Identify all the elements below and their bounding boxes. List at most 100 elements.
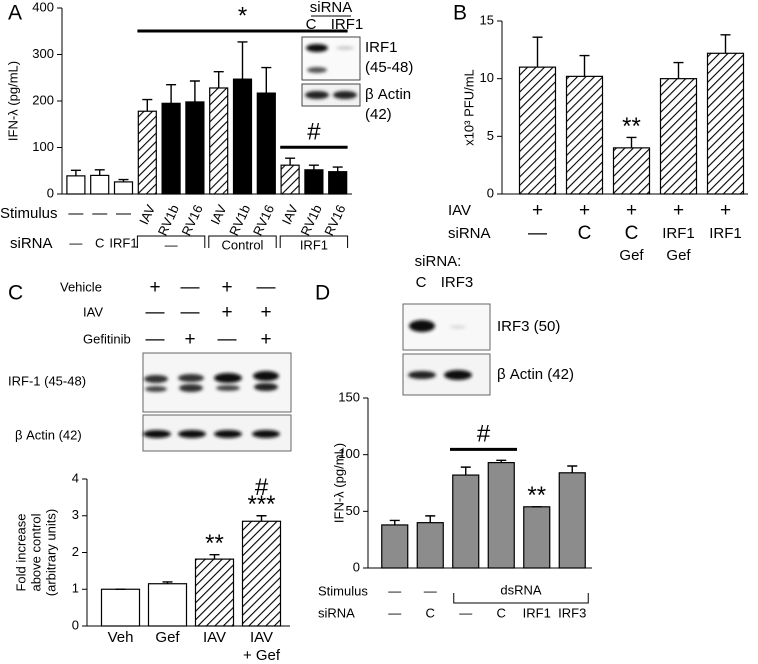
y-tick-label: 3 bbox=[72, 507, 79, 522]
significance-mark: ** bbox=[527, 482, 546, 509]
y-tick-label: 0 bbox=[353, 559, 360, 574]
blot-lane: C bbox=[416, 274, 427, 291]
error-bar bbox=[626, 136, 637, 148]
panel-label: B bbox=[453, 2, 467, 25]
error-bar bbox=[70, 169, 81, 176]
significance-mark: * bbox=[238, 2, 247, 29]
x-tick-label: Gef bbox=[155, 629, 180, 646]
panel-label: D bbox=[315, 282, 330, 305]
bar bbox=[304, 169, 324, 195]
row-label: Stimulus bbox=[0, 205, 58, 222]
y-axis-label: above control bbox=[28, 513, 43, 591]
row-value: — bbox=[181, 277, 200, 298]
bar bbox=[113, 181, 134, 195]
significance-mark: # bbox=[307, 119, 321, 146]
x-tick-label: RV1b bbox=[297, 202, 324, 238]
significance-mark: *** bbox=[247, 491, 275, 518]
blot-band-label: β Actin (42) bbox=[15, 427, 82, 442]
error-bar bbox=[285, 157, 296, 166]
y-tick-label: 0 bbox=[72, 617, 79, 632]
row-value: + bbox=[221, 302, 232, 323]
y-tick-label: 400 bbox=[32, 0, 54, 14]
row-label: siRNA bbox=[10, 235, 53, 252]
row-value: + bbox=[184, 329, 195, 350]
row-value: — bbox=[528, 223, 547, 244]
row-value: — bbox=[257, 277, 276, 298]
x-tick-label: Veh bbox=[108, 629, 134, 646]
blot-band-label: IRF-1 (45-48) bbox=[8, 373, 86, 388]
y-tick-label: 0 bbox=[487, 185, 494, 200]
y-tick-label: 1 bbox=[72, 581, 79, 596]
x-tick-label: — bbox=[116, 205, 131, 222]
row-label: Gefitinib bbox=[83, 331, 131, 346]
x-tick-label: — bbox=[68, 205, 83, 222]
significance-mark: ** bbox=[622, 113, 641, 140]
error-bar bbox=[532, 36, 543, 68]
row-value: — bbox=[146, 302, 165, 323]
blot-band-label: β Actin (42) bbox=[497, 366, 574, 383]
x-tick-label: IRF3 bbox=[558, 605, 586, 620]
y-tick-label: 0 bbox=[47, 185, 54, 200]
bar bbox=[487, 462, 515, 569]
error-bar bbox=[189, 80, 200, 102]
blot-a bbox=[301, 36, 361, 107]
y-tick-label: 2 bbox=[72, 544, 79, 559]
row-value: + bbox=[579, 200, 590, 221]
significance-mark: # bbox=[255, 474, 269, 501]
x-tick-label: + Gef bbox=[243, 647, 281, 664]
bar bbox=[90, 174, 110, 195]
bar bbox=[232, 78, 253, 195]
group-label: Control bbox=[222, 237, 264, 252]
sirna-label: — bbox=[69, 235, 82, 250]
row-value: — bbox=[424, 583, 437, 598]
y-tick-label: 300 bbox=[32, 46, 54, 61]
row-value: + bbox=[673, 200, 684, 221]
blot-title: siRNA bbox=[310, 0, 353, 16]
group-label: — bbox=[165, 237, 178, 252]
y-tick-label: 4 bbox=[72, 470, 79, 485]
bar bbox=[194, 558, 235, 627]
panel-label: A bbox=[8, 2, 22, 25]
error-bar bbox=[237, 41, 248, 80]
bar bbox=[256, 92, 276, 195]
error-bar bbox=[425, 515, 436, 523]
bar bbox=[147, 583, 188, 627]
x-tick-label: RV16 bbox=[250, 202, 277, 238]
x-tick-label: C bbox=[426, 605, 435, 620]
row-label: IAV bbox=[448, 202, 471, 219]
y-tick-label: 15 bbox=[480, 12, 494, 27]
row-value: — bbox=[146, 329, 165, 350]
error-bar bbox=[496, 459, 507, 463]
row-value: + bbox=[720, 200, 731, 221]
row-value: C bbox=[625, 223, 639, 244]
y-tick-label: 150 bbox=[338, 389, 360, 404]
row-value: — bbox=[388, 583, 401, 598]
error-bar bbox=[720, 34, 731, 54]
bar bbox=[280, 164, 300, 195]
row-value: IRF1 bbox=[709, 225, 742, 242]
y-tick-label: 50 bbox=[346, 503, 360, 518]
bracket bbox=[136, 235, 206, 248]
bar bbox=[66, 175, 86, 195]
row-label: siRNA bbox=[318, 605, 355, 620]
blot-band-label: (45-48) bbox=[365, 59, 413, 76]
y-axis-label: IFN-λ (pg/mL) bbox=[331, 443, 346, 523]
bar bbox=[209, 87, 229, 195]
bar bbox=[565, 75, 604, 195]
group-label: IRF1 bbox=[300, 237, 328, 252]
bracket bbox=[453, 593, 589, 604]
y-tick-label: 10 bbox=[480, 70, 494, 85]
row-value: + bbox=[626, 200, 637, 221]
bar bbox=[328, 171, 348, 195]
sirna-label: IRF1 bbox=[109, 235, 137, 250]
x-tick-label: RV16 bbox=[321, 202, 348, 238]
x-tick-label: IRF1 bbox=[523, 605, 551, 620]
bar bbox=[137, 110, 157, 195]
x-tick-label: IAV bbox=[279, 202, 301, 227]
blot-band-label: (42) bbox=[365, 106, 392, 123]
x-tick-label: — bbox=[388, 605, 401, 620]
bar bbox=[241, 520, 282, 627]
bar bbox=[381, 524, 409, 569]
x-tick-label: RV1b bbox=[226, 202, 253, 238]
